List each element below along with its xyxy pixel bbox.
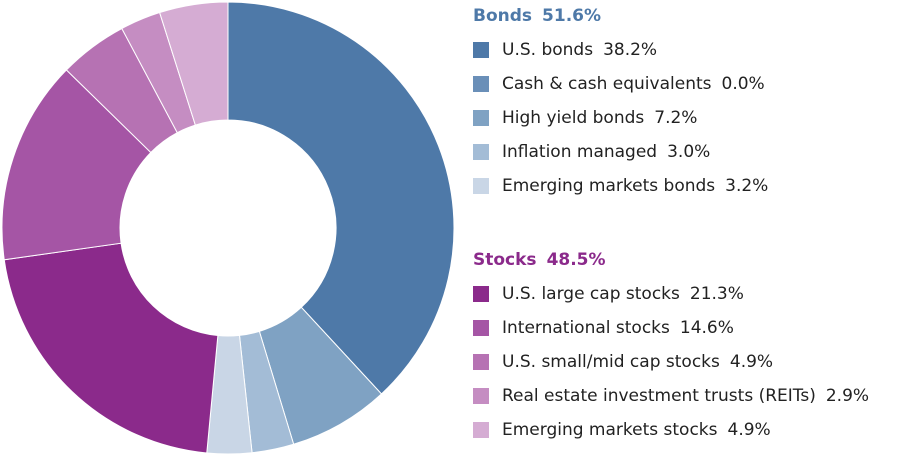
legend-label: Emerging markets stocks 4.9% (502, 420, 771, 440)
legend-label: U.S. large cap stocks 21.3% (502, 284, 744, 304)
legend-name: U.S. small/mid cap stocks (502, 352, 720, 372)
legend-swatch (473, 286, 489, 302)
legend-swatch (473, 42, 489, 58)
legend-value: 4.9% (730, 352, 773, 372)
legend-name: Emerging markets stocks (502, 420, 718, 440)
legend-value: 3.2% (725, 176, 768, 196)
donut-segment (159, 1, 229, 126)
legend-name: International stocks (502, 318, 670, 338)
legend-swatch (473, 178, 489, 194)
legend-value: 38.2% (603, 40, 657, 60)
legend-value: 21.3% (690, 284, 744, 304)
legend-swatch (473, 422, 489, 438)
legend-swatch (473, 354, 489, 370)
legend-group-header: Bonds 51.6% (473, 6, 601, 26)
legend-swatch (473, 110, 489, 126)
legend-swatch (473, 76, 489, 92)
legend-label: U.S. bonds 38.2% (502, 40, 657, 60)
legend-name: Inflation managed (502, 142, 657, 162)
legend-value: 0.0% (722, 74, 765, 94)
legend-label: Real estate investment trusts (REITs) 2.9… (502, 386, 869, 406)
legend-group-header: Stocks 48.5% (473, 250, 606, 270)
legend-label: High yield bonds 7.2% (502, 108, 697, 128)
group-total: 48.5% (547, 250, 606, 270)
legend-value: 3.0% (667, 142, 710, 162)
legend-name: Cash & cash equivalents (502, 74, 712, 94)
legend-label: Emerging markets bonds 3.2% (502, 176, 768, 196)
legend-value: 4.9% (728, 420, 771, 440)
legend-value: 7.2% (654, 108, 697, 128)
group-name: Bonds (473, 6, 532, 26)
legend-label: Inflation managed 3.0% (502, 142, 710, 162)
legend-label: U.S. small/mid cap stocks 4.9% (502, 352, 773, 372)
legend-swatch (473, 144, 489, 160)
legend-name: U.S. bonds (502, 40, 593, 60)
legend-name: Real estate investment trusts (REITs) (502, 386, 816, 406)
donut-segment (1, 69, 152, 261)
donut-segment (3, 242, 219, 454)
donut-segment (227, 1, 455, 395)
legend-value: 14.6% (680, 318, 734, 338)
legend-name: U.S. large cap stocks (502, 284, 680, 304)
legend-label: Cash & cash equivalents 0.0% (502, 74, 765, 94)
legend-swatch (473, 320, 489, 336)
legend-name: High yield bonds (502, 108, 644, 128)
group-name: Stocks (473, 250, 537, 270)
legend-label: International stocks 14.6% (502, 318, 734, 338)
legend-value: 2.9% (826, 386, 869, 406)
legend-name: Emerging markets bonds (502, 176, 715, 196)
legend-swatch (473, 388, 489, 404)
group-total: 51.6% (542, 6, 601, 26)
